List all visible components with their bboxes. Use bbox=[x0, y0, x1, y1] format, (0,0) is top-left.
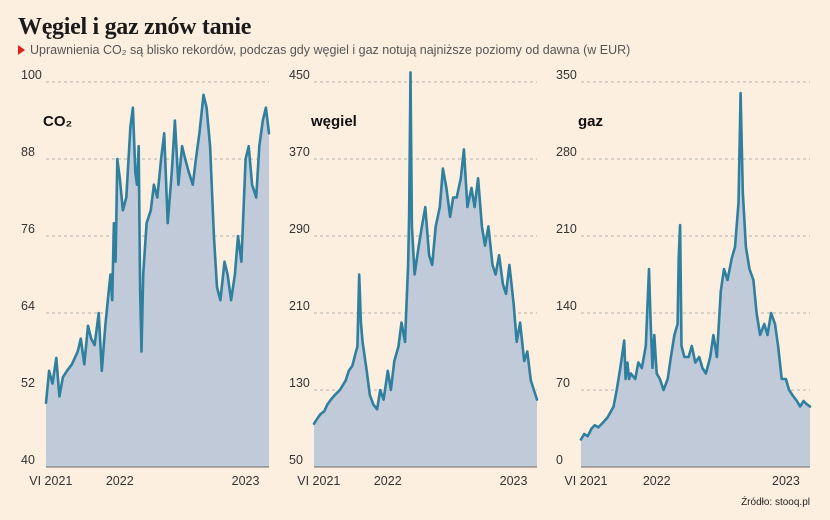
y-tick-label: 280 bbox=[556, 145, 577, 159]
series-area bbox=[46, 94, 269, 468]
x-tick-label: 2023 bbox=[772, 474, 800, 488]
y-tick-label: 52 bbox=[21, 376, 35, 390]
y-tick-label: 130 bbox=[289, 376, 310, 390]
y-tick-label: 370 bbox=[289, 145, 310, 159]
panel-title: CO₂ bbox=[43, 113, 72, 130]
series-line bbox=[579, 91, 812, 441]
source-note: Źródło: stooq.pl bbox=[741, 497, 810, 508]
y-tick-label: 40 bbox=[21, 453, 35, 467]
y-tick-label: 450 bbox=[289, 70, 310, 82]
subtitle-marker bbox=[18, 45, 25, 55]
x-tick-label: VI 2021 bbox=[29, 474, 72, 488]
subtitle-text: Uprawnienia CO₂ są blisko rekordów, podc… bbox=[30, 43, 631, 57]
x-tick-label: VI 2021 bbox=[564, 474, 607, 488]
panel-title: gaz bbox=[578, 113, 603, 130]
x-tick-label: 2022 bbox=[374, 474, 402, 488]
panel-wegiel: 50 130 210 290 370 450 VI 2021 2022 2023 węgiel bbox=[289, 70, 539, 488]
y-tick-label: 100 bbox=[21, 70, 42, 82]
y-tick-label: 50 bbox=[289, 453, 303, 467]
series-line bbox=[312, 71, 539, 425]
y-tick-label: 290 bbox=[289, 222, 310, 236]
y-tick-label: 210 bbox=[289, 299, 310, 313]
panel-co2: 40 52 64 76 88 100 VI 2021 2022 2023 CO₂ bbox=[21, 70, 271, 488]
chart-title: Węgiel i gaz znów tanie bbox=[18, 14, 252, 40]
series-area bbox=[581, 93, 810, 467]
y-tick-label: 88 bbox=[21, 145, 35, 159]
series-area bbox=[314, 72, 537, 468]
x-tick-label: 2023 bbox=[232, 474, 260, 488]
y-tick-label: 64 bbox=[21, 299, 35, 313]
y-tick-label: 0 bbox=[556, 453, 563, 467]
x-tick-label: VI 2021 bbox=[297, 474, 340, 488]
y-tick-label: 350 bbox=[556, 70, 577, 82]
y-tick-label: 76 bbox=[21, 222, 35, 236]
y-tick-label: 140 bbox=[556, 299, 577, 313]
x-tick-label: 2023 bbox=[500, 474, 528, 488]
series-line bbox=[44, 93, 271, 405]
x-tick-label: 2022 bbox=[643, 474, 671, 488]
panel-gaz: 0 70 140 210 280 350 VI 2021 2022 2023 gaz bbox=[556, 70, 812, 488]
y-tick-label: 210 bbox=[556, 222, 577, 236]
y-tick-label: 70 bbox=[556, 376, 570, 390]
x-tick-label: 2022 bbox=[106, 474, 134, 488]
panel-title: węgiel bbox=[310, 113, 357, 130]
chart-subtitle: Uprawnienia CO₂ są blisko rekordów, podc… bbox=[18, 43, 630, 57]
